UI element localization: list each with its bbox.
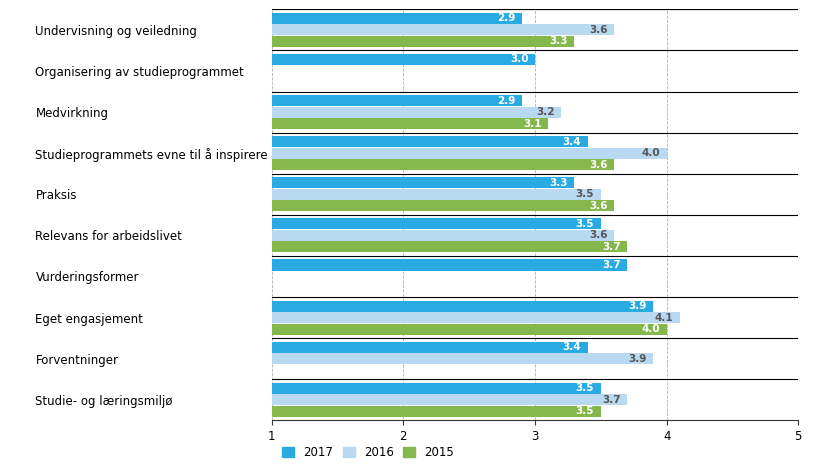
Bar xyxy=(272,218,601,229)
Text: 3.5: 3.5 xyxy=(576,383,594,393)
Text: 4.0: 4.0 xyxy=(641,324,660,334)
Text: 3.4: 3.4 xyxy=(562,342,581,352)
Text: 3.6: 3.6 xyxy=(589,230,607,241)
Bar xyxy=(272,118,548,129)
Bar xyxy=(272,259,627,270)
Text: 3.3: 3.3 xyxy=(550,36,568,46)
Text: 3.4: 3.4 xyxy=(562,137,581,147)
Text: 3.5: 3.5 xyxy=(576,189,594,199)
Bar xyxy=(272,312,680,323)
Text: 2.9: 2.9 xyxy=(497,96,515,106)
Text: 3.7: 3.7 xyxy=(602,395,621,405)
Text: 3.7: 3.7 xyxy=(602,260,621,270)
Bar xyxy=(272,241,627,253)
Bar xyxy=(272,189,601,200)
Text: 3.6: 3.6 xyxy=(589,25,607,35)
Text: 3.2: 3.2 xyxy=(537,107,555,117)
Bar xyxy=(272,106,561,118)
Bar xyxy=(272,353,653,364)
Bar xyxy=(272,148,667,159)
Bar xyxy=(272,159,614,170)
Text: 3.5: 3.5 xyxy=(576,219,594,229)
Bar xyxy=(272,406,601,417)
Bar xyxy=(272,324,667,335)
Bar xyxy=(272,394,627,405)
Bar xyxy=(272,24,614,35)
Text: 3.7: 3.7 xyxy=(602,242,621,252)
Bar xyxy=(272,95,522,106)
Bar xyxy=(272,200,614,212)
Text: 3.3: 3.3 xyxy=(550,178,568,188)
Text: 4.1: 4.1 xyxy=(654,312,673,323)
Text: 3.6: 3.6 xyxy=(589,160,607,170)
Text: 2.9: 2.9 xyxy=(497,14,515,23)
Bar xyxy=(272,341,588,353)
Legend: 2017, 2016, 2015: 2017, 2016, 2015 xyxy=(277,441,459,464)
Bar xyxy=(272,230,614,241)
Bar xyxy=(272,382,601,394)
Text: 3.0: 3.0 xyxy=(510,55,528,64)
Bar xyxy=(272,177,574,188)
Bar xyxy=(272,54,535,65)
Bar xyxy=(272,136,588,147)
Bar xyxy=(272,300,653,311)
Text: 4.0: 4.0 xyxy=(641,148,660,158)
Bar xyxy=(272,36,574,47)
Text: 3.6: 3.6 xyxy=(589,201,607,211)
Text: 3.9: 3.9 xyxy=(629,354,647,364)
Text: 3.5: 3.5 xyxy=(576,406,594,416)
Text: 3.9: 3.9 xyxy=(629,301,647,311)
Text: 3.1: 3.1 xyxy=(523,119,542,128)
Bar xyxy=(272,13,522,24)
